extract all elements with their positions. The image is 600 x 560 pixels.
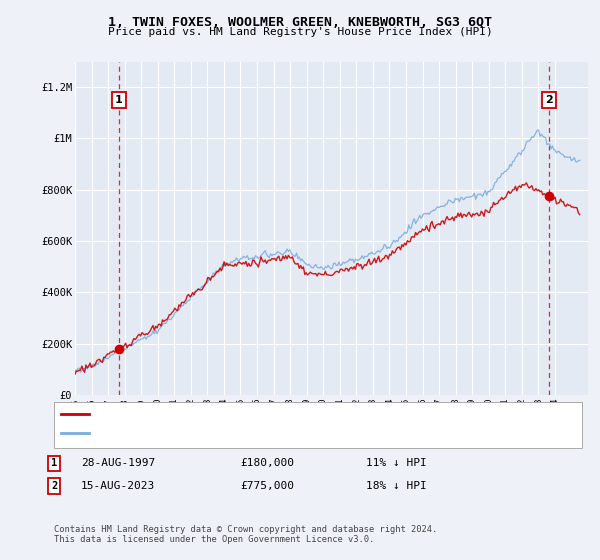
- Text: Contains HM Land Registry data © Crown copyright and database right 2024.
This d: Contains HM Land Registry data © Crown c…: [54, 525, 437, 544]
- Text: 1: 1: [51, 458, 57, 468]
- Text: 2: 2: [545, 95, 553, 105]
- Text: 1: 1: [115, 95, 123, 105]
- Text: Price paid vs. HM Land Registry's House Price Index (HPI): Price paid vs. HM Land Registry's House …: [107, 27, 493, 37]
- Text: £180,000: £180,000: [240, 458, 294, 468]
- Text: 28-AUG-1997: 28-AUG-1997: [81, 458, 155, 468]
- Text: 11% ↓ HPI: 11% ↓ HPI: [366, 458, 427, 468]
- Text: 1, TWIN FOXES, WOOLMER GREEN, KNEBWORTH, SG3 6QT: 1, TWIN FOXES, WOOLMER GREEN, KNEBWORTH,…: [108, 16, 492, 29]
- Text: 15-AUG-2023: 15-AUG-2023: [81, 481, 155, 491]
- Text: £775,000: £775,000: [240, 481, 294, 491]
- Text: 2: 2: [51, 481, 57, 491]
- Text: 18% ↓ HPI: 18% ↓ HPI: [366, 481, 427, 491]
- Text: 1, TWIN FOXES, WOOLMER GREEN, KNEBWORTH, SG3 6QT (detached house): 1, TWIN FOXES, WOOLMER GREEN, KNEBWORTH,…: [93, 409, 475, 419]
- Text: HPI: Average price, detached house, Welwyn Hatfield: HPI: Average price, detached house, Welw…: [93, 428, 392, 438]
